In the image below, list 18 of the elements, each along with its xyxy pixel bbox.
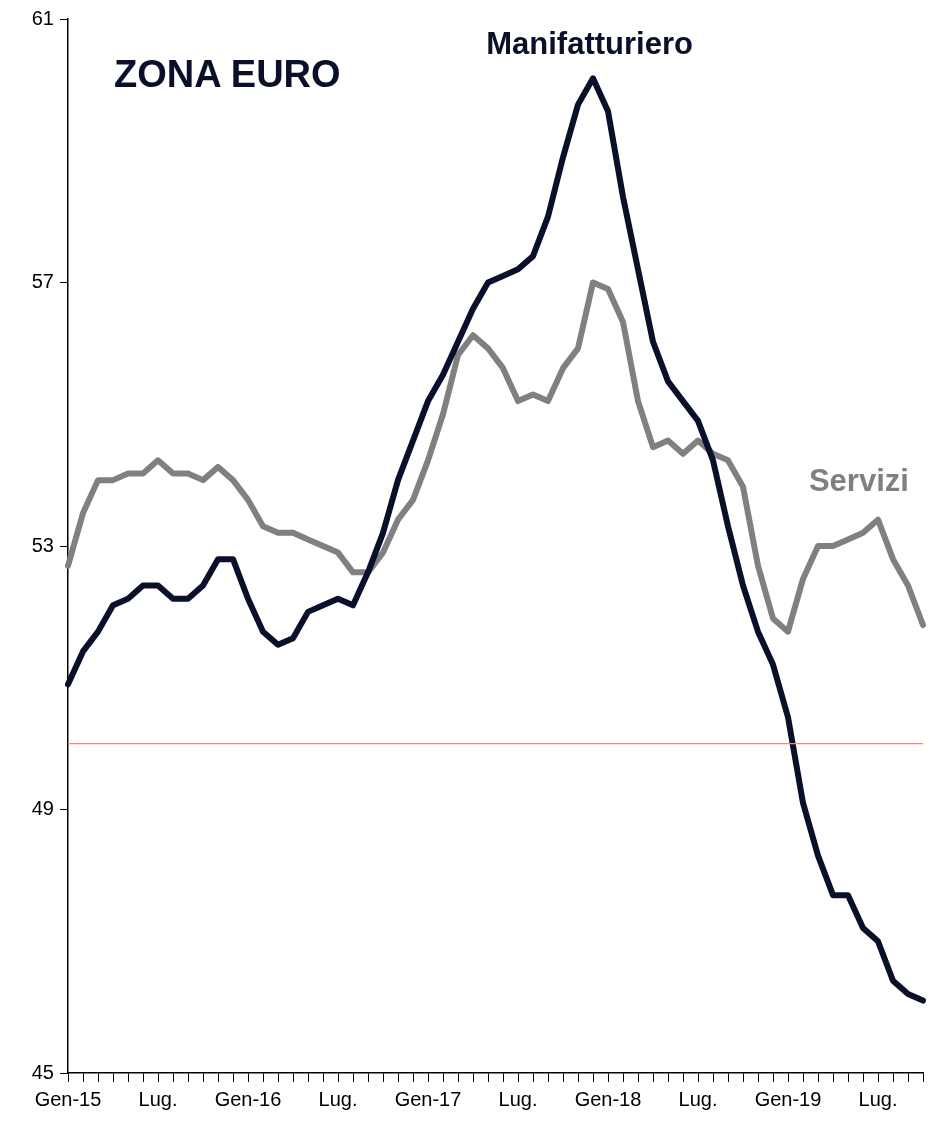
x-tick-label: Gen-15 bbox=[34, 1087, 102, 1110]
x-tick-label: Lug. bbox=[858, 1087, 898, 1110]
x-tick-label: Gen-17 bbox=[394, 1087, 462, 1110]
y-tick-label: 57 bbox=[31, 270, 54, 293]
y-tick-label: 53 bbox=[31, 533, 54, 556]
x-tick-label: Gen-19 bbox=[754, 1087, 822, 1110]
text: ZONA EURO bbox=[114, 53, 341, 96]
y-tick-label: 61 bbox=[31, 6, 54, 29]
series-label: Manifatturiero bbox=[486, 25, 693, 61]
x-tick-label: Lug. bbox=[498, 1087, 538, 1110]
y-tick-label: 45 bbox=[31, 1060, 54, 1083]
x-tick-label: Gen-18 bbox=[574, 1087, 642, 1110]
series-label: Servizi bbox=[808, 463, 909, 499]
x-tick-label: Lug. bbox=[678, 1087, 718, 1110]
x-tick-label: Lug. bbox=[138, 1087, 178, 1110]
y-tick-label: 49 bbox=[31, 797, 54, 820]
x-tick-label: Lug. bbox=[318, 1087, 358, 1110]
x-tick-label: Gen-16 bbox=[214, 1087, 282, 1110]
